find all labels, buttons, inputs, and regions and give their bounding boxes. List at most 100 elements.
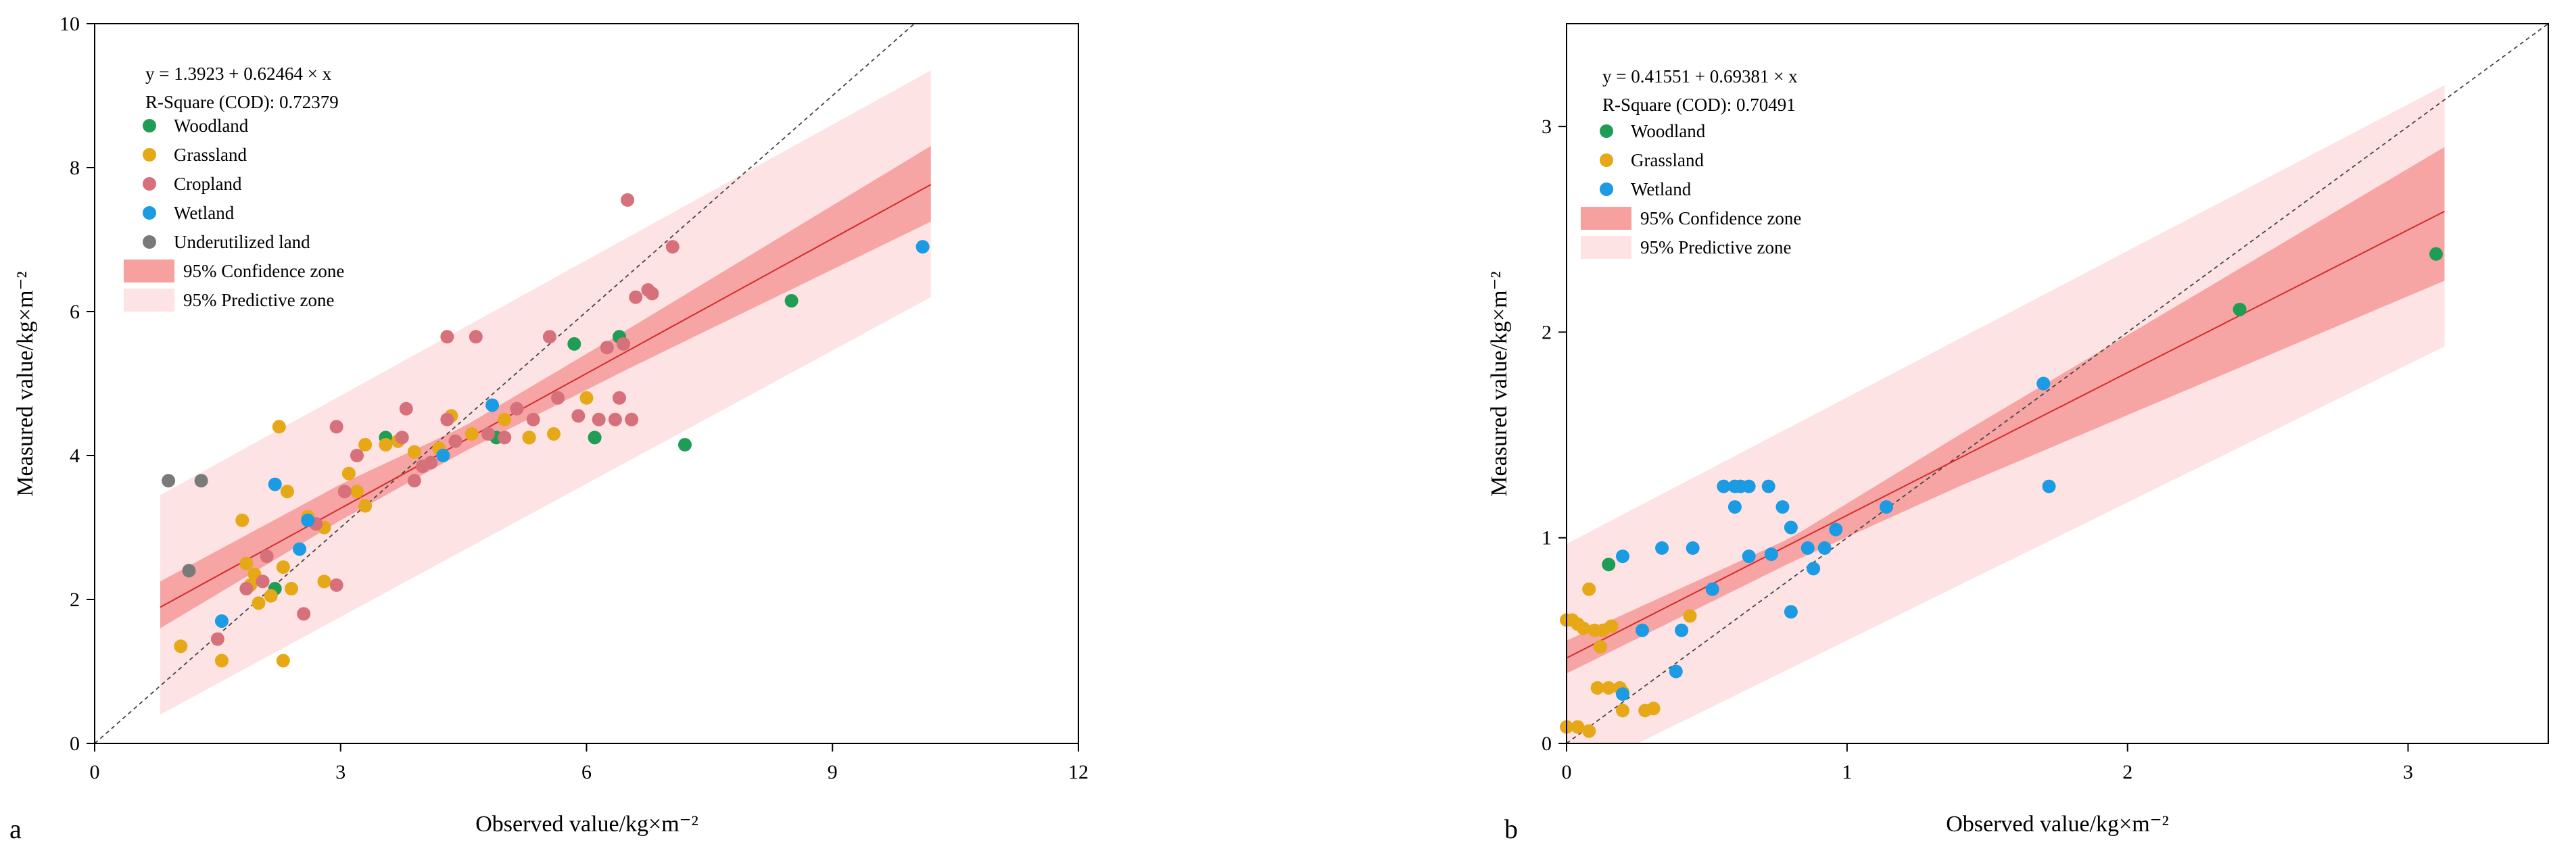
- confidence-zone-band: [160, 146, 931, 629]
- series-wetland: [214, 240, 930, 628]
- data-point: [268, 477, 282, 491]
- legend-item: Woodland: [1600, 121, 1706, 141]
- data-point: [1717, 479, 1731, 493]
- data-point: [1604, 619, 1619, 633]
- data-point: [239, 582, 254, 596]
- legend-marker: [143, 148, 156, 162]
- data-point: [498, 431, 512, 445]
- data-point: [379, 438, 393, 452]
- confidence-zone-band: [1567, 147, 2445, 674]
- data-point: [276, 560, 290, 574]
- r-square-value: R-Square (COD): 0.72379: [145, 92, 339, 112]
- data-point: [621, 193, 635, 207]
- y-axis-title: Measured value/kg×m⁻²: [13, 271, 38, 496]
- data-point: [567, 337, 581, 351]
- y-tick-label: 4: [70, 445, 80, 467]
- legend-swatch: [124, 289, 174, 312]
- data-point: [678, 438, 692, 452]
- x-axis: 0 1 2 3: [1562, 743, 2413, 783]
- data-point: [329, 420, 343, 434]
- data-point: [1576, 621, 1590, 635]
- x-axis-title: Observed value/kg×m⁻²: [1946, 812, 2169, 837]
- legend-label: 95% Confidence zone: [183, 261, 344, 281]
- data-point: [214, 654, 229, 668]
- fit-line: [160, 184, 932, 608]
- one-to-one-reference-line: [95, 24, 915, 743]
- data-point: [194, 474, 208, 488]
- legend-label: 95% Confidence zone: [1640, 208, 1801, 228]
- legend-marker: [143, 177, 156, 191]
- legend-marker: [143, 235, 156, 249]
- data-point: [625, 412, 639, 426]
- scatter-points: [1560, 247, 2443, 738]
- series-grassland: [1560, 582, 1697, 738]
- x-tick-label: 12: [1068, 761, 1089, 783]
- r-square-value: R-Square (COD): 0.70491: [1602, 95, 1796, 115]
- x-tick-label: 0: [90, 761, 100, 783]
- data-point: [358, 438, 373, 452]
- data-point: [448, 434, 462, 448]
- data-point: [399, 401, 413, 416]
- data-point: [1683, 609, 1697, 623]
- x-tick-label: 1: [1842, 761, 1852, 783]
- y-tick-label: 6: [70, 301, 80, 323]
- series-woodland: [1602, 247, 2443, 572]
- fit-line: [1567, 210, 2445, 659]
- data-point: [1615, 704, 1629, 718]
- data-point: [264, 589, 278, 603]
- legend-item: 95% Predictive zone: [1581, 236, 1791, 259]
- data-point: [182, 564, 196, 578]
- data-point: [407, 474, 421, 488]
- data-point: [1669, 664, 1683, 679]
- data-point: [272, 420, 286, 434]
- data-point: [1593, 639, 1607, 654]
- legend-item: Wetland: [143, 203, 235, 223]
- data-point: [1636, 623, 1650, 637]
- data-point: [1655, 541, 1669, 555]
- data-point: [481, 427, 495, 441]
- data-point: [1742, 479, 1756, 493]
- x-tick-label: 9: [828, 761, 838, 783]
- data-point: [256, 574, 270, 589]
- data-point: [645, 287, 659, 301]
- data-point: [341, 466, 356, 481]
- data-point: [579, 391, 594, 405]
- data-point: [350, 449, 364, 462]
- data-point: [617, 337, 631, 351]
- data-point: [210, 632, 224, 646]
- legend-item: Wetland: [1600, 179, 1692, 199]
- data-point: [1727, 500, 1742, 514]
- legend: Woodland Grassland Wetland 95% Confidence z…: [1581, 121, 1801, 259]
- regression-equation: y = 1.3923 + 0.62464 × x: [145, 64, 332, 84]
- data-point: [600, 341, 614, 355]
- one-to-one-reference-line: [1567, 24, 2548, 743]
- y-tick-label: 8: [70, 157, 80, 179]
- x-tick-label: 3: [335, 761, 345, 783]
- chart-panel-b: 0 1 2 3 0 1 2 3 Observed value/kg×m⁻² Measured…: [1487, 23, 2549, 844]
- regression-equation: y = 0.41551 + 0.69381 × x: [1602, 66, 1798, 87]
- data-point: [485, 398, 500, 412]
- x-tick-label: 0: [1562, 761, 1572, 783]
- y-tick-label: 2: [1542, 321, 1552, 343]
- data-point: [329, 578, 343, 592]
- data-point: [629, 290, 643, 304]
- legend-item: Grassland: [1600, 150, 1704, 170]
- y-axis: 0 1 2 3: [1542, 116, 1567, 755]
- data-point: [1582, 582, 1596, 596]
- legend-item: Woodland: [143, 116, 249, 136]
- data-point: [235, 513, 249, 527]
- legend: Woodland Grassland Cropland Wetland Underuti…: [124, 116, 344, 312]
- data-point: [280, 485, 294, 499]
- data-point: [1590, 681, 1604, 695]
- data-point: [1602, 681, 1616, 695]
- series-cropland: [210, 193, 679, 646]
- data-point: [510, 401, 524, 416]
- data-point: [1615, 549, 1629, 564]
- data-point: [440, 330, 454, 344]
- data-point: [301, 513, 315, 527]
- y-tick-label: 10: [59, 13, 80, 35]
- data-point: [162, 474, 176, 488]
- data-point: [915, 240, 930, 254]
- data-point: [551, 391, 565, 405]
